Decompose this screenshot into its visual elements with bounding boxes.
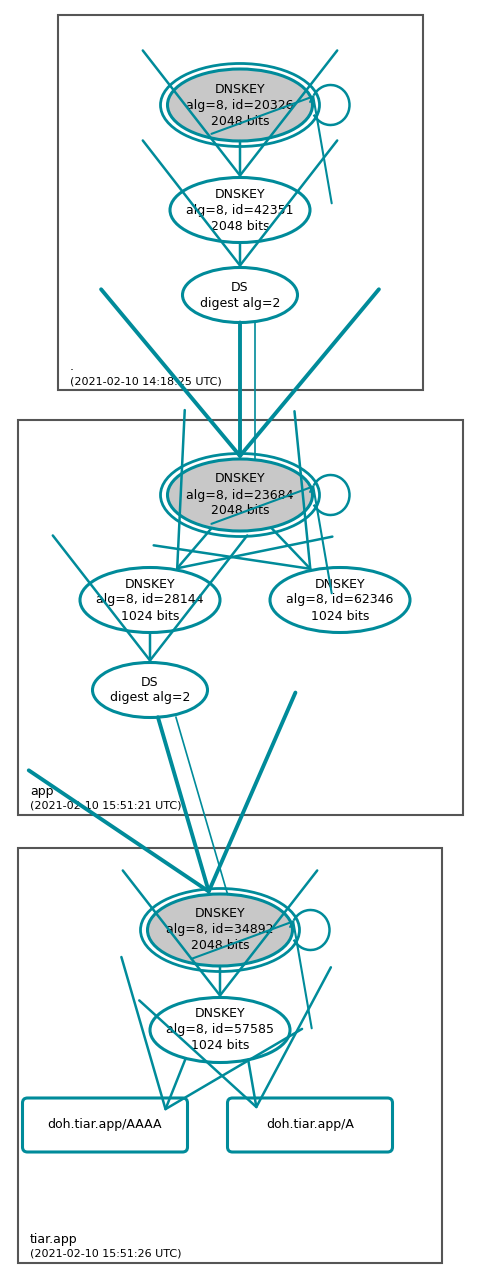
Text: DNSKEY
alg=8, id=57585
1024 bits: DNSKEY alg=8, id=57585 1024 bits bbox=[166, 1007, 274, 1053]
Text: DS
digest alg=2: DS digest alg=2 bbox=[109, 676, 190, 704]
Text: DNSKEY
alg=8, id=20326
2048 bits: DNSKEY alg=8, id=20326 2048 bits bbox=[186, 83, 293, 128]
Ellipse shape bbox=[269, 567, 409, 633]
Text: tiar.app: tiar.app bbox=[30, 1233, 77, 1246]
Bar bbox=[18, 849, 441, 1263]
Ellipse shape bbox=[167, 69, 312, 141]
Text: doh.tiar.app/A: doh.tiar.app/A bbox=[265, 1118, 353, 1131]
Text: (2021-02-10 15:51:26 UTC): (2021-02-10 15:51:26 UTC) bbox=[30, 1249, 181, 1259]
Ellipse shape bbox=[92, 662, 207, 717]
Ellipse shape bbox=[182, 267, 297, 322]
Text: DNSKEY
alg=8, id=62346
1024 bits: DNSKEY alg=8, id=62346 1024 bits bbox=[286, 578, 393, 622]
Ellipse shape bbox=[80, 567, 219, 633]
Ellipse shape bbox=[169, 178, 309, 243]
Text: DNSKEY
alg=8, id=42351
2048 bits: DNSKEY alg=8, id=42351 2048 bits bbox=[186, 188, 293, 233]
Text: (2021-02-10 14:18:25 UTC): (2021-02-10 14:18:25 UTC) bbox=[70, 376, 221, 386]
Text: DNSKEY
alg=8, id=34892
2048 bits: DNSKEY alg=8, id=34892 2048 bits bbox=[166, 907, 273, 952]
Ellipse shape bbox=[150, 998, 289, 1062]
FancyBboxPatch shape bbox=[227, 1098, 392, 1151]
Text: .: . bbox=[70, 360, 74, 373]
Ellipse shape bbox=[147, 895, 292, 966]
Text: DS
digest alg=2: DS digest alg=2 bbox=[199, 280, 280, 309]
Text: DNSKEY
alg=8, id=23684
2048 bits: DNSKEY alg=8, id=23684 2048 bits bbox=[186, 473, 293, 518]
Text: app: app bbox=[30, 785, 53, 797]
Ellipse shape bbox=[167, 459, 312, 530]
Bar bbox=[58, 15, 422, 390]
Text: DNSKEY
alg=8, id=28144
1024 bits: DNSKEY alg=8, id=28144 1024 bits bbox=[96, 578, 204, 622]
Text: (2021-02-10 15:51:21 UTC): (2021-02-10 15:51:21 UTC) bbox=[30, 801, 181, 812]
Bar bbox=[18, 420, 462, 815]
FancyBboxPatch shape bbox=[23, 1098, 187, 1151]
Text: doh.tiar.app/AAAA: doh.tiar.app/AAAA bbox=[48, 1118, 162, 1131]
